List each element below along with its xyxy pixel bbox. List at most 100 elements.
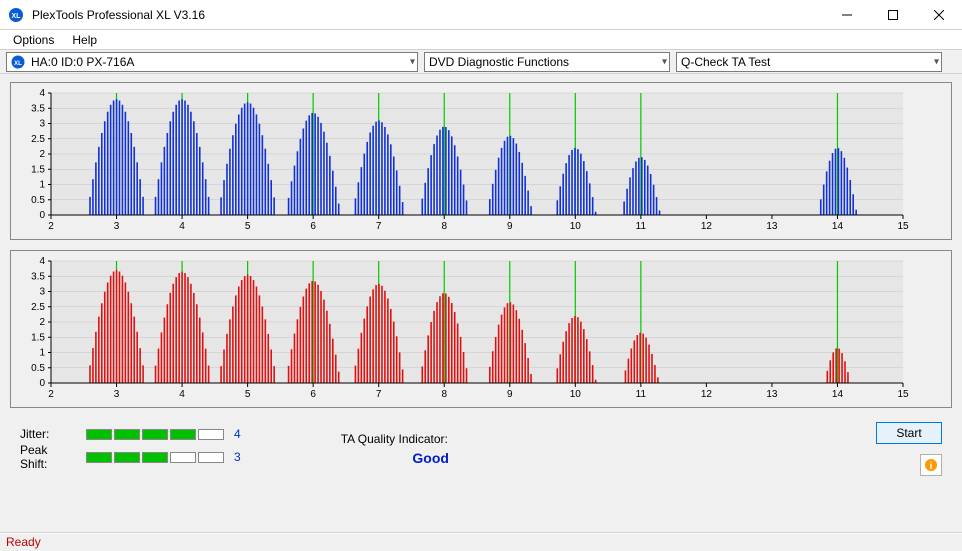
- svg-text:2: 2: [48, 389, 54, 400]
- segment: [114, 429, 140, 440]
- start-button[interactable]: Start: [876, 422, 942, 444]
- svg-text:3: 3: [114, 389, 120, 400]
- content-area: 0 0.5 1 1.5 2 2.5 3 3.5 4 2 3 4 5 6 7 8 9 10 11 12 13 14 15 0 0…: [0, 74, 962, 533]
- svg-text:11: 11: [636, 221, 647, 232]
- menu-label: Options: [13, 33, 54, 47]
- test-select-value: Q-Check TA Test: [681, 55, 770, 69]
- menu-options[interactable]: Options: [4, 30, 63, 49]
- svg-text:3.5: 3.5: [31, 271, 45, 282]
- top-chart: 00.511.522.533.5423456789101112131415: [10, 82, 952, 240]
- function-select-value: DVD Diagnostic Functions: [429, 55, 569, 69]
- menu-help[interactable]: Help: [63, 30, 106, 49]
- svg-text:2: 2: [39, 149, 45, 160]
- svg-text:4: 4: [179, 221, 185, 232]
- segment: [170, 429, 196, 440]
- svg-text:3: 3: [39, 119, 45, 130]
- svg-text:4: 4: [179, 389, 185, 400]
- svg-text:XL: XL: [12, 13, 22, 20]
- segment: [86, 429, 112, 440]
- svg-text:i: i: [930, 461, 933, 472]
- start-button-label: Start: [896, 426, 921, 440]
- app-icon: XL: [8, 7, 24, 23]
- toolbar: XL HA:0 ID:0 PX-716A ▾ DVD Diagnostic Fu…: [0, 50, 962, 74]
- quality-indicator: TA Quality Indicator: Good: [251, 432, 866, 466]
- svg-text:13: 13: [766, 221, 778, 232]
- info-button[interactable]: i: [920, 454, 942, 476]
- segment: [114, 452, 140, 463]
- svg-text:0.5: 0.5: [31, 363, 45, 374]
- svg-text:12: 12: [701, 389, 713, 400]
- bottom-chart: 00.511.522.533.5423456789101112131415: [10, 250, 952, 408]
- svg-text:6: 6: [310, 389, 316, 400]
- chevron-down-icon: ▾: [934, 56, 939, 67]
- svg-text:15: 15: [897, 389, 909, 400]
- jitter-bar: [86, 429, 226, 440]
- svg-text:13: 13: [766, 389, 778, 400]
- svg-text:7: 7: [376, 221, 382, 232]
- peakshift-label: Peak Shift:: [20, 443, 78, 471]
- quality-value: Good: [341, 450, 521, 466]
- info-icon: i: [924, 458, 938, 472]
- svg-text:15: 15: [897, 221, 909, 232]
- status-text: Ready: [6, 535, 41, 549]
- svg-text:8: 8: [441, 221, 447, 232]
- segment: [198, 429, 224, 440]
- svg-text:8: 8: [441, 389, 447, 400]
- menu-label: Help: [72, 33, 97, 47]
- svg-text:11: 11: [636, 389, 647, 400]
- svg-text:10: 10: [570, 221, 582, 232]
- close-button[interactable]: [916, 0, 962, 30]
- peakshift-value: 3: [234, 450, 241, 464]
- maximize-button[interactable]: [870, 0, 916, 30]
- svg-text:0: 0: [39, 378, 45, 389]
- svg-text:3: 3: [39, 287, 45, 298]
- svg-text:14: 14: [832, 389, 844, 400]
- svg-text:2.5: 2.5: [31, 302, 45, 313]
- segment: [198, 452, 224, 463]
- jitter-value: 4: [234, 427, 241, 441]
- peakshift-metric: Peak Shift: 3: [20, 443, 241, 471]
- menubar: Options Help: [0, 30, 962, 50]
- jitter-label: Jitter:: [20, 427, 78, 441]
- device-select-value: HA:0 ID:0 PX-716A: [31, 55, 134, 69]
- segment: [170, 452, 196, 463]
- chart-svg-top: 00.511.522.533.5423456789101112131415: [15, 87, 915, 237]
- svg-text:6: 6: [310, 221, 316, 232]
- window-title: PlexTools Professional XL V3.16: [32, 8, 205, 22]
- svg-text:4: 4: [39, 256, 45, 267]
- device-icon: XL: [11, 55, 25, 69]
- results-row: Jitter: 4 Peak Shift: 3 TA Quality Indic…: [10, 418, 952, 484]
- svg-text:0: 0: [39, 210, 45, 221]
- svg-text:2: 2: [39, 317, 45, 328]
- svg-text:3: 3: [114, 221, 120, 232]
- svg-text:9: 9: [507, 221, 513, 232]
- jitter-metric: Jitter: 4: [20, 427, 241, 441]
- svg-text:5: 5: [245, 389, 251, 400]
- svg-text:1.5: 1.5: [31, 332, 45, 343]
- svg-text:1.5: 1.5: [31, 164, 45, 175]
- svg-text:2: 2: [48, 221, 54, 232]
- svg-text:5: 5: [245, 221, 251, 232]
- svg-text:10: 10: [570, 389, 582, 400]
- svg-text:1: 1: [39, 180, 45, 191]
- device-select[interactable]: XL HA:0 ID:0 PX-716A ▾: [6, 52, 418, 72]
- statusbar: Ready: [0, 533, 962, 551]
- svg-text:XL: XL: [14, 61, 22, 67]
- chevron-down-icon: ▾: [410, 56, 415, 67]
- minimize-button[interactable]: [824, 0, 870, 30]
- svg-text:9: 9: [507, 389, 513, 400]
- metrics: Jitter: 4 Peak Shift: 3: [20, 425, 241, 473]
- chart-svg-bottom: 00.511.522.533.5423456789101112131415: [15, 255, 915, 405]
- svg-text:7: 7: [376, 389, 382, 400]
- svg-text:2.5: 2.5: [31, 134, 45, 145]
- segment: [86, 452, 112, 463]
- segment: [142, 452, 168, 463]
- quality-label: TA Quality Indicator:: [341, 432, 866, 446]
- test-select[interactable]: Q-Check TA Test ▾: [676, 52, 942, 72]
- svg-text:12: 12: [701, 221, 713, 232]
- chevron-down-icon: ▾: [662, 56, 667, 67]
- svg-text:4: 4: [39, 88, 45, 99]
- svg-text:0.5: 0.5: [31, 195, 45, 206]
- function-select[interactable]: DVD Diagnostic Functions ▾: [424, 52, 670, 72]
- peakshift-bar: [86, 452, 226, 463]
